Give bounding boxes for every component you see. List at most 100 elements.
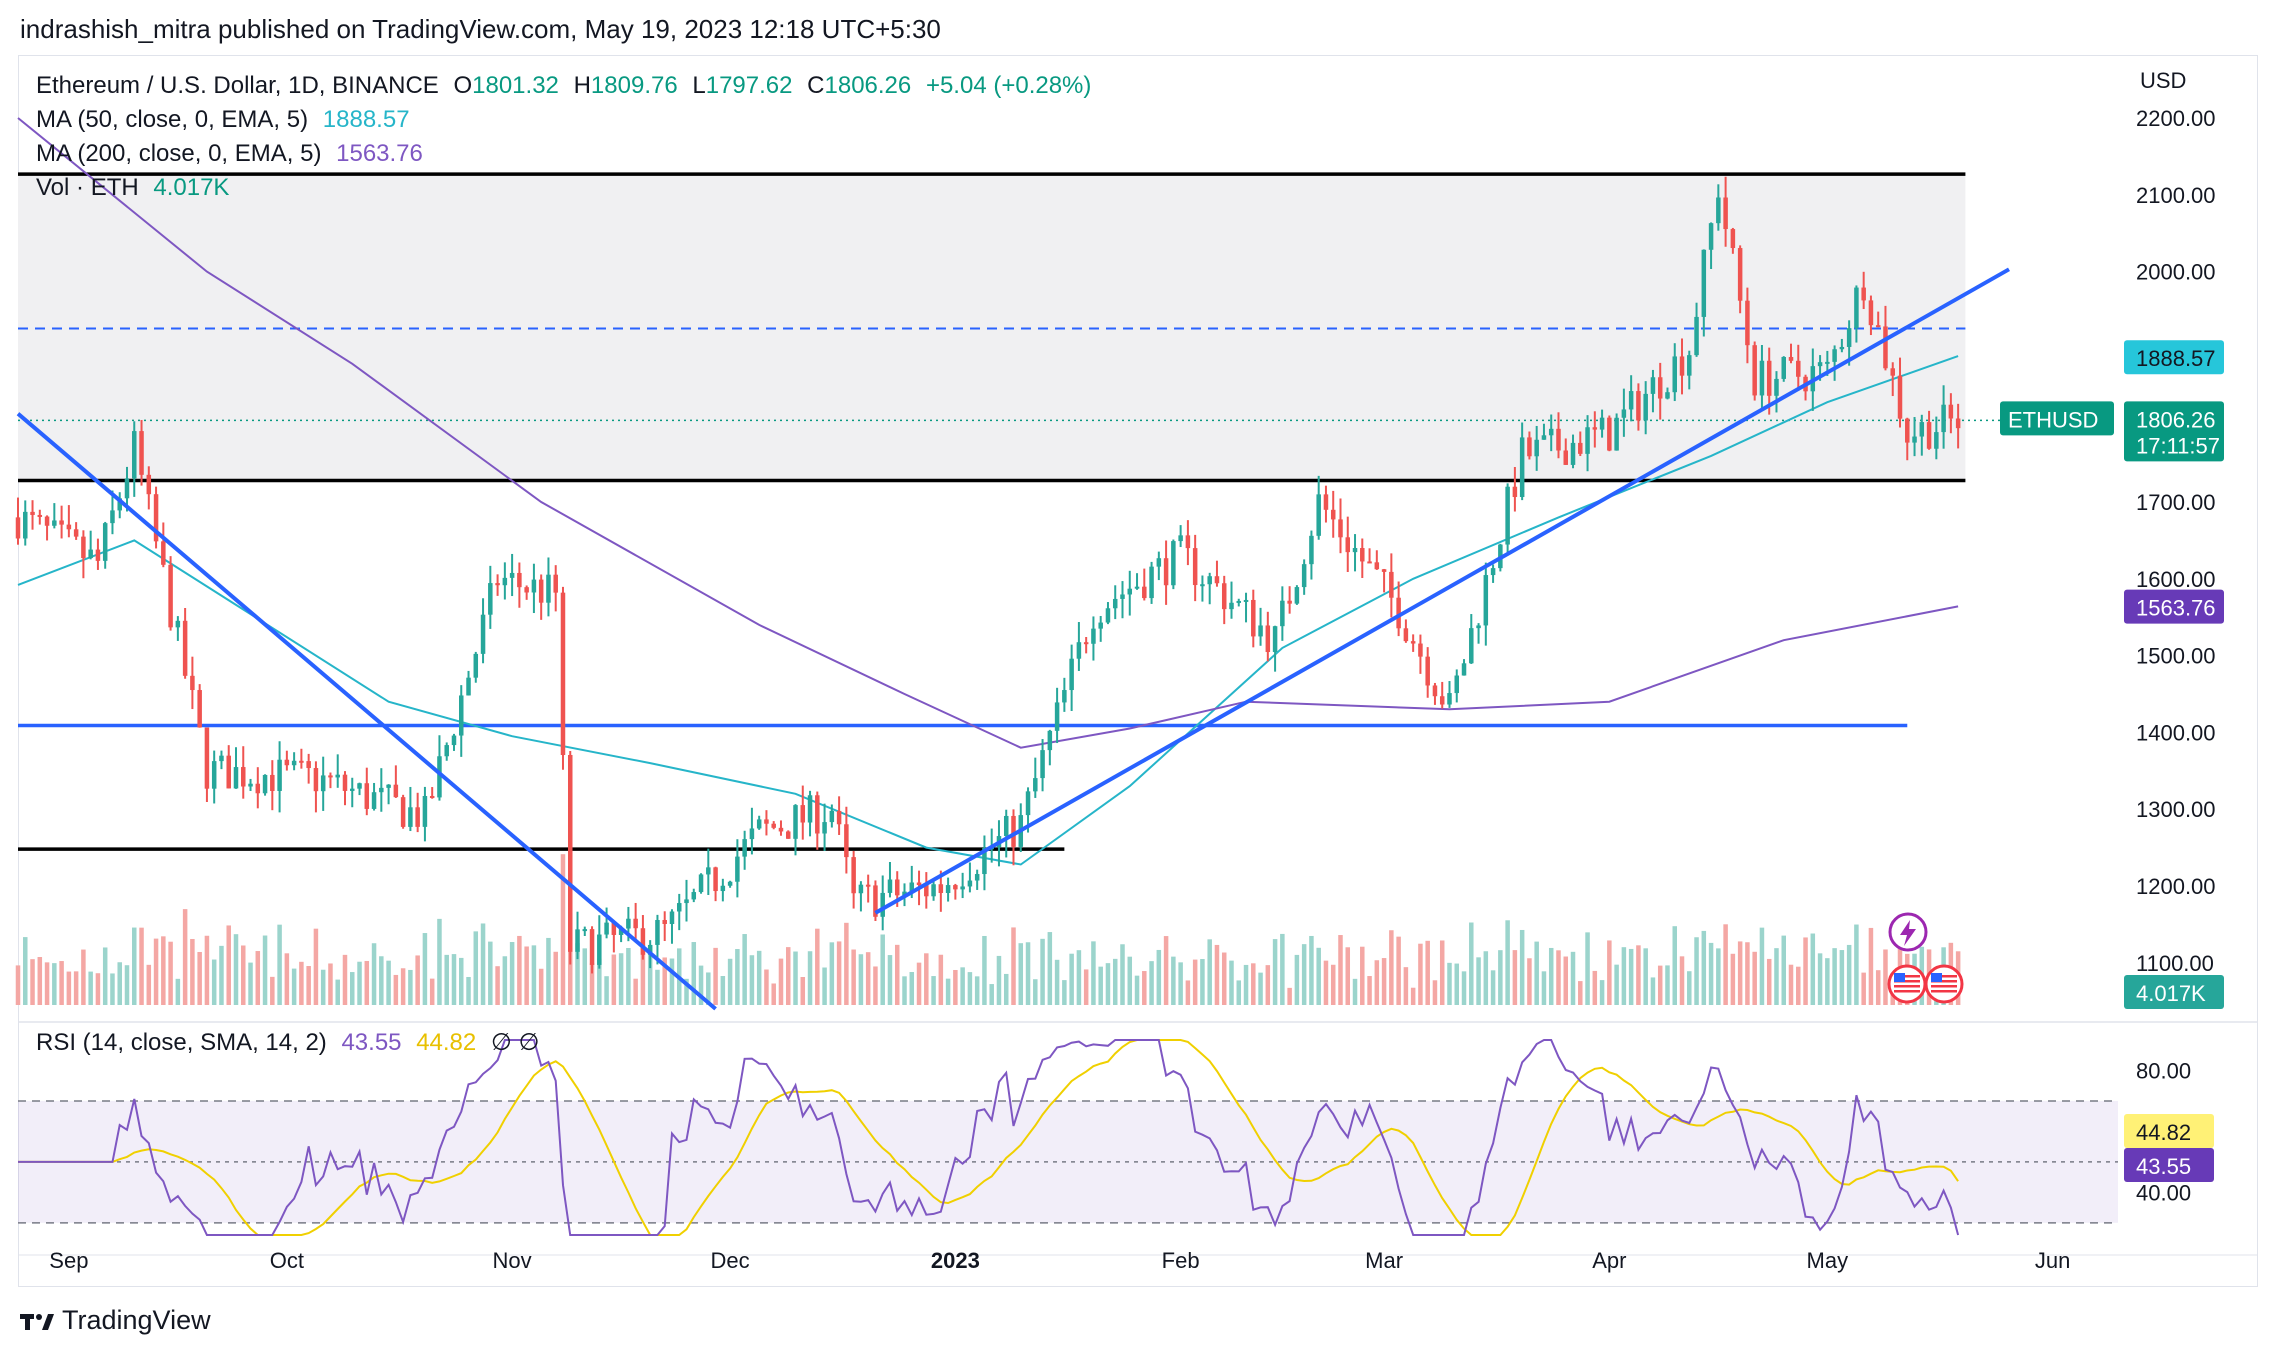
candle-body[interactable] bbox=[1941, 404, 1946, 433]
candle-body[interactable] bbox=[386, 784, 391, 788]
candle-body[interactable] bbox=[1134, 586, 1140, 589]
candle-body[interactable] bbox=[531, 579, 537, 593]
legend-rsi[interactable]: RSI (14, close, SMA, 14, 2) 43.55 44.82 … bbox=[36, 1028, 547, 1057]
candle-body[interactable] bbox=[1265, 625, 1271, 653]
candle-body[interactable] bbox=[582, 929, 588, 932]
candle-body[interactable] bbox=[1585, 427, 1590, 454]
candle-body[interactable] bbox=[1665, 392, 1670, 399]
candle-body[interactable] bbox=[1868, 300, 1874, 326]
legend-volume[interactable]: Vol · ETH 4.017K bbox=[36, 174, 237, 202]
candle-body[interactable] bbox=[1948, 404, 1954, 419]
candle-body[interactable] bbox=[807, 795, 813, 823]
candle-body[interactable] bbox=[1955, 418, 1961, 429]
candle-body[interactable] bbox=[1643, 393, 1648, 421]
candle-body[interactable] bbox=[255, 783, 261, 794]
candle-body[interactable] bbox=[1432, 685, 1438, 697]
candle-body[interactable] bbox=[538, 579, 544, 603]
candle-body[interactable] bbox=[437, 756, 442, 798]
candle-body[interactable] bbox=[916, 882, 922, 885]
candle-body[interactable] bbox=[1701, 249, 1707, 317]
ma50-badge[interactable]: 1888.57 bbox=[2124, 340, 2224, 375]
candle-body[interactable] bbox=[241, 767, 246, 787]
candle-body[interactable] bbox=[1752, 345, 1757, 396]
candle-body[interactable] bbox=[429, 795, 435, 798]
candle-body[interactable] bbox=[1236, 600, 1242, 603]
candle-body[interactable] bbox=[1410, 641, 1416, 644]
candle-body[interactable] bbox=[1330, 509, 1336, 520]
candle-body[interactable] bbox=[1316, 494, 1321, 536]
candle-body[interactable] bbox=[1149, 566, 1154, 599]
candle-body[interactable] bbox=[749, 828, 755, 840]
candle-body[interactable] bbox=[822, 822, 827, 834]
candle-body[interactable] bbox=[1839, 346, 1845, 350]
candle-body[interactable] bbox=[139, 431, 144, 475]
candle-body[interactable] bbox=[1890, 368, 1895, 376]
candle-body[interactable] bbox=[357, 783, 362, 789]
candle-body[interactable] bbox=[204, 727, 210, 789]
candle-body[interactable] bbox=[226, 755, 231, 789]
candle-body[interactable] bbox=[270, 774, 275, 791]
candle-body[interactable] bbox=[1062, 690, 1067, 703]
candle-body[interactable] bbox=[945, 885, 951, 894]
candle-body[interactable] bbox=[938, 884, 944, 894]
candle-body[interactable] bbox=[597, 934, 602, 965]
candle-body[interactable] bbox=[1694, 316, 1699, 356]
candle-body[interactable] bbox=[1905, 418, 1910, 443]
candle-body[interactable] bbox=[1788, 356, 1794, 361]
candle-body[interactable] bbox=[1519, 437, 1525, 498]
candle-body[interactable] bbox=[640, 928, 646, 955]
symbol-badge[interactable]: ETHUSD bbox=[2000, 401, 2114, 436]
candle-body[interactable] bbox=[1142, 586, 1147, 599]
candle-body[interactable] bbox=[1737, 248, 1743, 301]
candle-body[interactable] bbox=[211, 761, 217, 789]
candle-body[interactable] bbox=[546, 574, 551, 603]
candle-body[interactable] bbox=[909, 882, 915, 892]
candle-body[interactable] bbox=[517, 572, 522, 588]
candle-body[interactable] bbox=[1076, 642, 1082, 659]
candle-body[interactable] bbox=[865, 884, 871, 887]
candle-body[interactable] bbox=[342, 774, 348, 791]
candle-body[interactable] bbox=[691, 892, 697, 900]
candle-body[interactable] bbox=[422, 795, 428, 827]
candle-body[interactable] bbox=[1243, 599, 1249, 602]
candle-body[interactable] bbox=[1280, 600, 1285, 627]
candle-body[interactable] bbox=[1003, 815, 1009, 837]
candle-body[interactable] bbox=[1926, 422, 1932, 449]
candle-body[interactable] bbox=[248, 783, 253, 787]
candle-body[interactable] bbox=[604, 922, 609, 935]
candle-body[interactable] bbox=[756, 819, 762, 829]
lightning-event-icon[interactable] bbox=[1888, 912, 1928, 952]
candle-body[interactable] bbox=[175, 620, 181, 628]
candle-body[interactable] bbox=[1054, 702, 1060, 731]
candle-body[interactable] bbox=[1301, 564, 1307, 588]
candle-body[interactable] bbox=[727, 881, 733, 886]
candle-body[interactable] bbox=[15, 517, 21, 539]
candle-body[interactable] bbox=[132, 431, 137, 479]
candle-body[interactable] bbox=[1352, 548, 1358, 553]
candle-body[interactable] bbox=[1505, 486, 1510, 545]
candle-body[interactable] bbox=[1745, 300, 1750, 346]
candle-body[interactable] bbox=[451, 735, 457, 746]
candle-body[interactable] bbox=[1345, 537, 1351, 553]
candle-body[interactable] bbox=[30, 511, 35, 515]
candle-body[interactable] bbox=[1418, 643, 1423, 657]
candle-body[interactable] bbox=[902, 891, 907, 896]
candle-body[interactable] bbox=[684, 899, 689, 904]
candle-body[interactable] bbox=[1541, 435, 1547, 440]
candle-body[interactable] bbox=[560, 592, 566, 755]
candle-body[interactable] bbox=[1207, 576, 1212, 585]
candle-body[interactable] bbox=[306, 761, 311, 769]
candle-body[interactable] bbox=[262, 774, 268, 794]
candle-body[interactable] bbox=[960, 886, 965, 890]
candle-body[interactable] bbox=[88, 549, 93, 559]
candle-body[interactable] bbox=[793, 805, 798, 839]
candle-body[interactable] bbox=[1592, 427, 1598, 430]
candle-body[interactable] bbox=[117, 498, 122, 511]
candle-body[interactable] bbox=[1389, 571, 1394, 598]
candle-body[interactable] bbox=[553, 574, 558, 593]
candle-body[interactable] bbox=[894, 879, 900, 896]
candle-body[interactable] bbox=[735, 856, 740, 882]
candle-body[interactable] bbox=[364, 783, 370, 809]
candle-body[interactable] bbox=[1527, 437, 1532, 457]
